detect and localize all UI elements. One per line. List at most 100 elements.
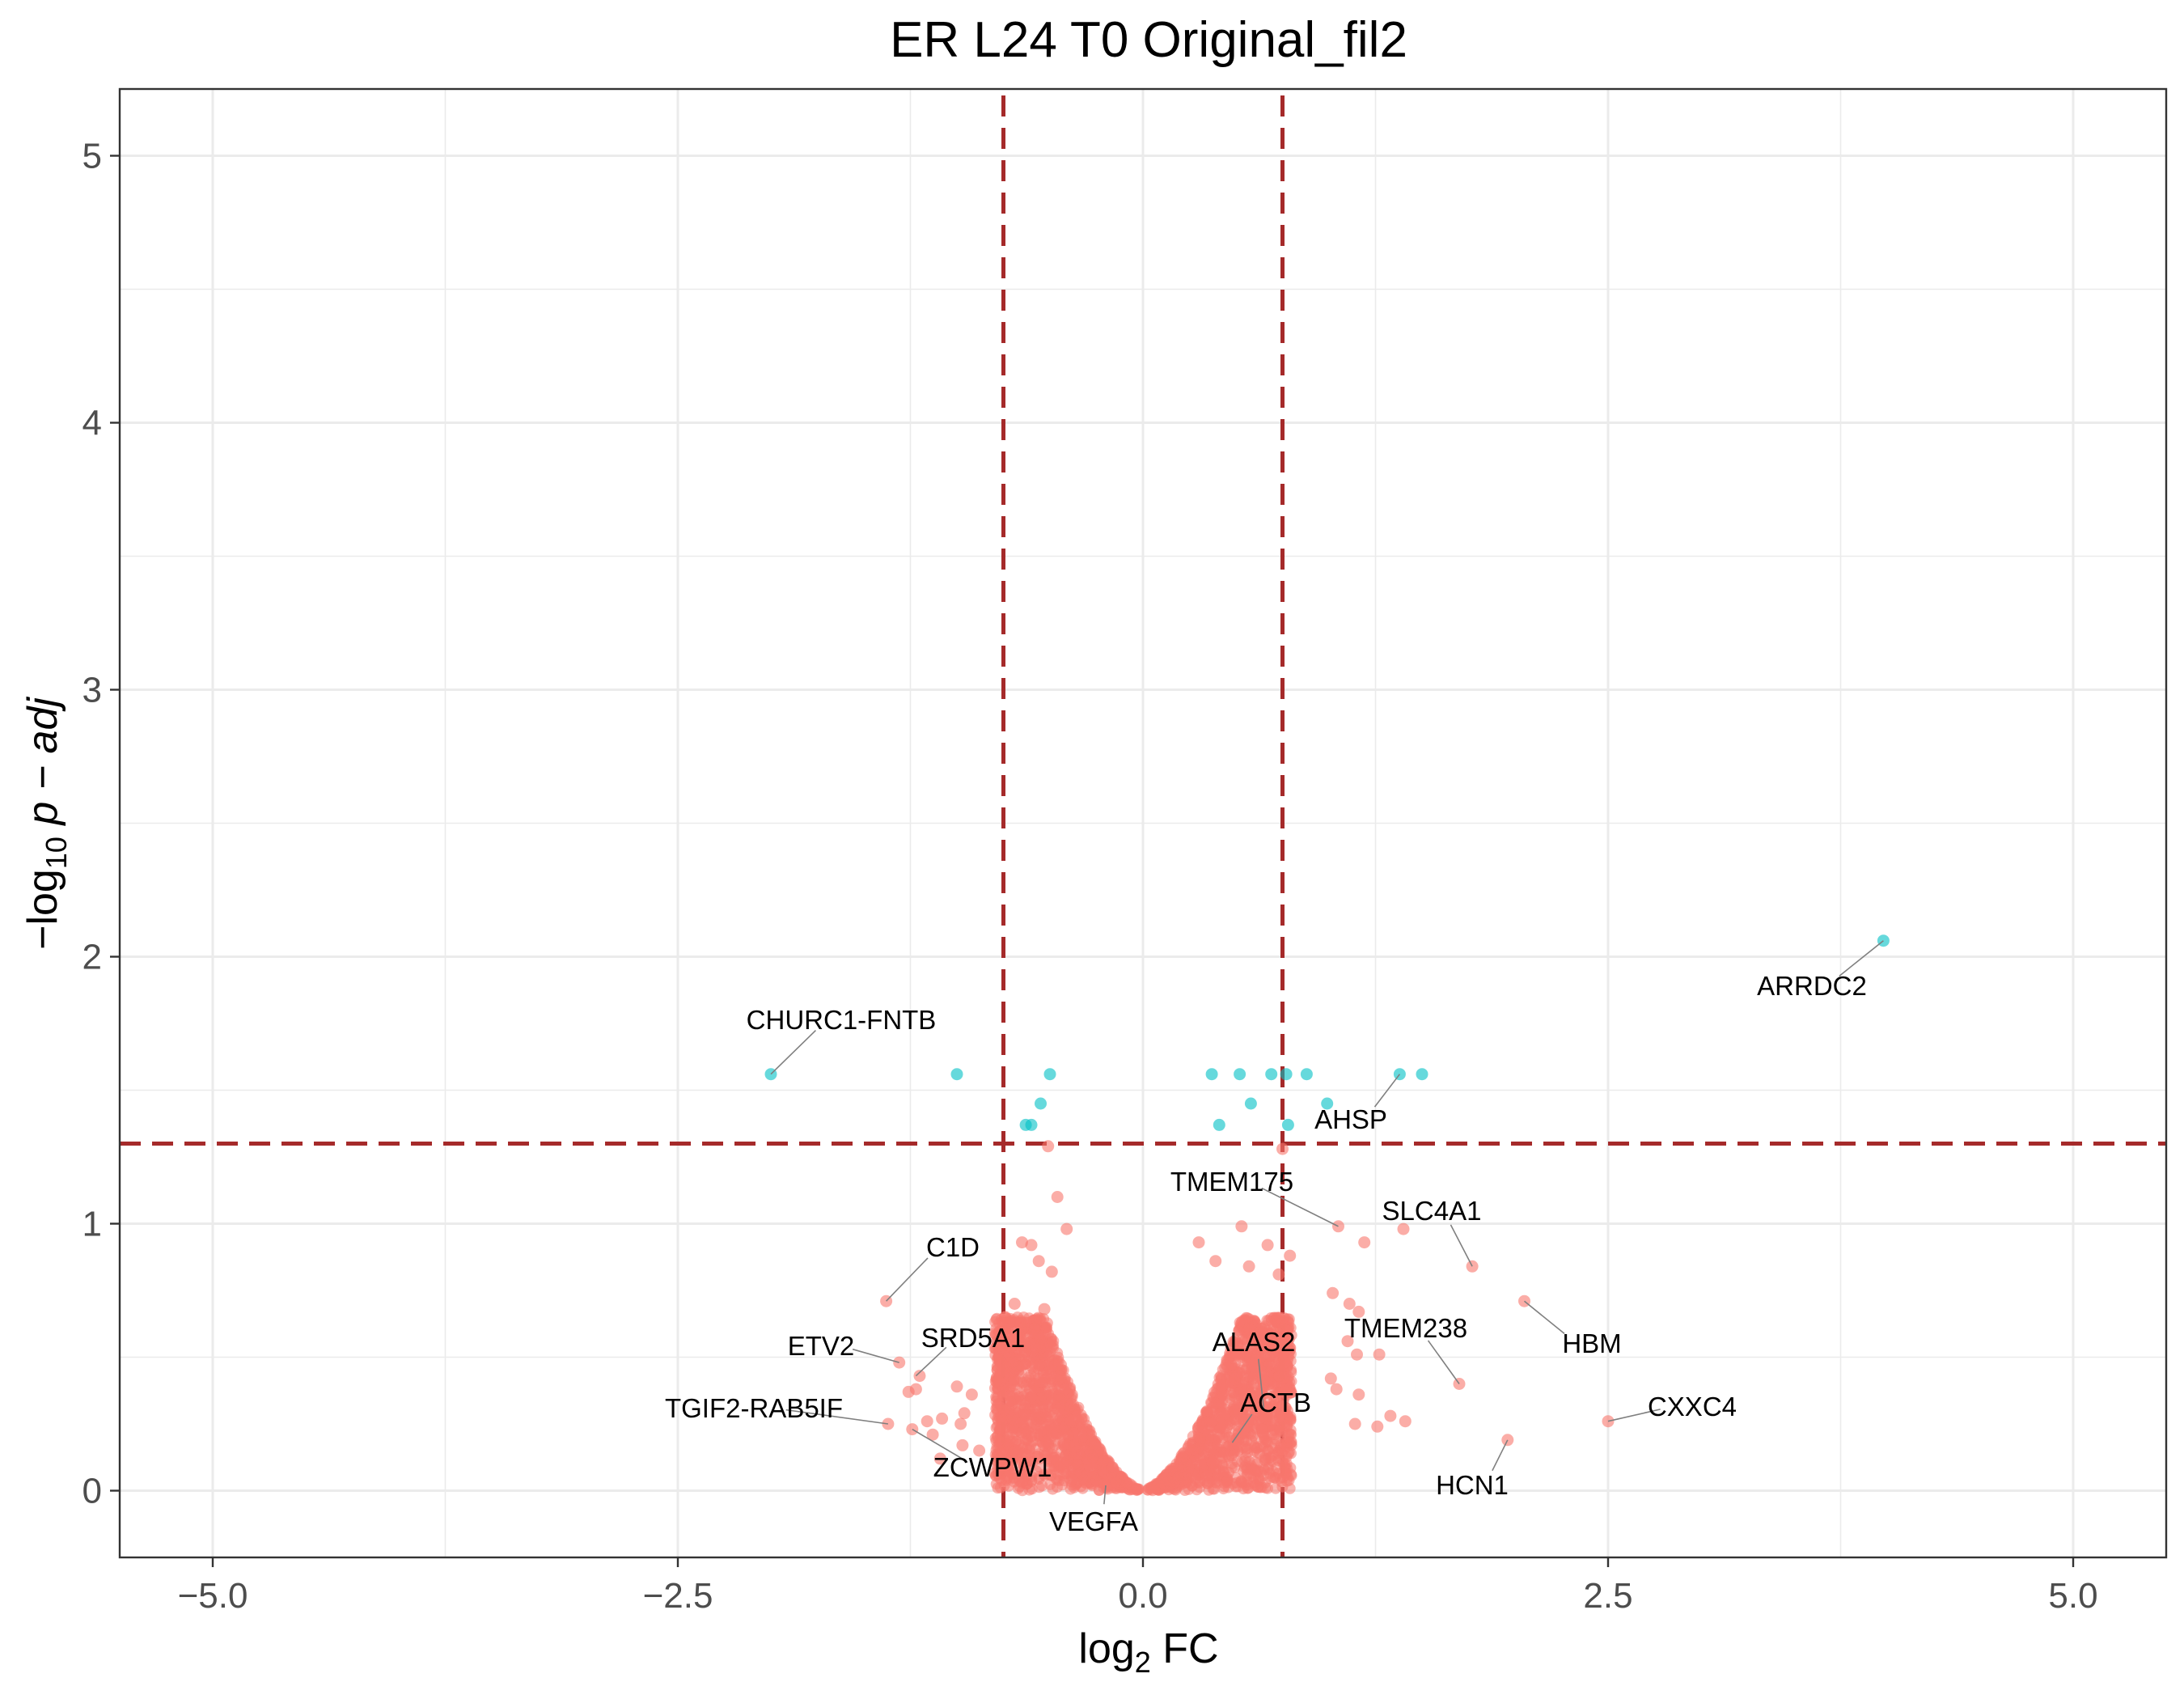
data-points: [764, 934, 1890, 1465]
gene-label: TMEM175: [1170, 1167, 1293, 1197]
leader-line: [770, 1029, 816, 1075]
significant-point: [1213, 1118, 1225, 1131]
not_significant-point: [954, 1417, 967, 1430]
cloud-point: [1034, 1314, 1046, 1326]
cloud-point: [1241, 1476, 1253, 1488]
cloud-point: [1017, 1323, 1029, 1334]
not_significant-point: [1272, 1268, 1285, 1281]
gene-label: TGIF2-RAB5IF: [665, 1393, 843, 1423]
cloud-point: [1023, 1337, 1035, 1349]
not_significant-point: [950, 1380, 963, 1393]
y-tick-label: 2: [83, 938, 102, 977]
cloud-point: [1229, 1405, 1240, 1417]
cloud-point: [1285, 1447, 1297, 1460]
cloud-point: [1230, 1481, 1242, 1493]
y-tick-label: 1: [83, 1205, 102, 1244]
cloud-point: [1055, 1371, 1067, 1383]
cloud-point: [1217, 1363, 1229, 1375]
significant-point: [1416, 1068, 1428, 1081]
cloud-point: [1033, 1329, 1045, 1341]
cloud-point: [1175, 1453, 1187, 1465]
cloud-point: [1194, 1432, 1206, 1444]
y-tick-label: 5: [83, 137, 102, 176]
x-tick-label: 2.5: [1583, 1576, 1632, 1616]
leader-line: [852, 1348, 899, 1363]
cloud-point: [1268, 1350, 1280, 1362]
not_significant-point: [1327, 1286, 1340, 1299]
leader-line: [1427, 1340, 1460, 1384]
cloud-point: [1034, 1376, 1045, 1388]
gene-label: TMEM238: [1344, 1313, 1467, 1343]
cloud-point: [1033, 1481, 1045, 1494]
not_significant-point: [902, 1385, 915, 1398]
cloud-point: [1254, 1336, 1266, 1348]
cloud-point: [1241, 1464, 1253, 1476]
cloud-point: [1254, 1352, 1266, 1364]
cloud-point: [1048, 1393, 1060, 1405]
cloud-point: [1004, 1435, 1016, 1447]
cloud-point: [1007, 1421, 1018, 1434]
cloud-point: [1241, 1362, 1253, 1375]
cloud-point: [1248, 1377, 1260, 1389]
not_significant-point: [1330, 1383, 1343, 1396]
cloud-point: [1270, 1482, 1282, 1494]
cloud-point: [1261, 1445, 1273, 1457]
not_significant-point: [1352, 1305, 1365, 1318]
not_significant-point: [1399, 1415, 1412, 1428]
cloud-point: [1098, 1481, 1110, 1494]
not_significant-point: [1032, 1255, 1045, 1268]
cloud-point: [1108, 1464, 1120, 1477]
gene-label: ACTB: [1240, 1388, 1311, 1417]
cloud-point: [1015, 1427, 1027, 1438]
not_significant-point: [1060, 1222, 1073, 1235]
cloud-point: [1234, 1340, 1246, 1351]
not_significant-point: [1209, 1255, 1222, 1268]
significant-point: [1035, 1097, 1047, 1110]
cloud-point: [1189, 1472, 1201, 1485]
cloud-point: [1261, 1413, 1273, 1425]
not_significant-point: [973, 1444, 986, 1457]
not_significant-point: [1397, 1222, 1410, 1235]
not_significant-point: [1242, 1260, 1255, 1273]
cloud-point: [992, 1460, 1004, 1472]
not_significant-point: [1016, 1236, 1028, 1249]
cloud-point: [1285, 1413, 1297, 1425]
leader-line: [1492, 1439, 1509, 1472]
gene-label: CHURC1-FNTB: [747, 1005, 937, 1035]
not_significant-point: [1358, 1236, 1371, 1249]
cloud-point: [997, 1413, 1009, 1426]
cloud-point: [993, 1353, 1005, 1365]
cloud-point: [1013, 1447, 1025, 1459]
not_significant-point: [1343, 1298, 1356, 1310]
leader-line: [1261, 1187, 1339, 1227]
cloud-point: [993, 1398, 1005, 1410]
cloud-point: [1041, 1453, 1053, 1465]
cloud-point: [1244, 1352, 1256, 1364]
cloud-point: [1110, 1477, 1122, 1489]
gene-label: SLC4A1: [1382, 1196, 1482, 1226]
leader-line: [1450, 1224, 1473, 1267]
cloud-point: [1212, 1440, 1224, 1452]
cloud-point: [1038, 1468, 1050, 1481]
cloud-point: [1043, 1350, 1055, 1362]
not_significant-point: [933, 1452, 946, 1465]
leader-line: [886, 1257, 929, 1302]
leader-line: [1103, 1485, 1107, 1505]
cloud-point: [1086, 1438, 1098, 1450]
cloud-point: [993, 1434, 1005, 1447]
cloud-point: [1002, 1480, 1014, 1492]
cloud-point: [1261, 1315, 1273, 1327]
cloud-point: [1225, 1358, 1238, 1371]
cloud-point: [1285, 1366, 1297, 1379]
cloud-point: [1155, 1477, 1167, 1489]
gene-label: HBM: [1562, 1328, 1621, 1358]
significant-point: [1205, 1068, 1218, 1081]
cloud-point: [1255, 1325, 1267, 1337]
cloud-point: [1248, 1418, 1260, 1430]
cloud-point: [1005, 1341, 1018, 1354]
cloud-point: [1056, 1358, 1067, 1371]
not_significant-point: [1045, 1265, 1058, 1278]
cloud-point: [1051, 1429, 1063, 1440]
x-axis-title: log2 FC: [1078, 1625, 1218, 1679]
